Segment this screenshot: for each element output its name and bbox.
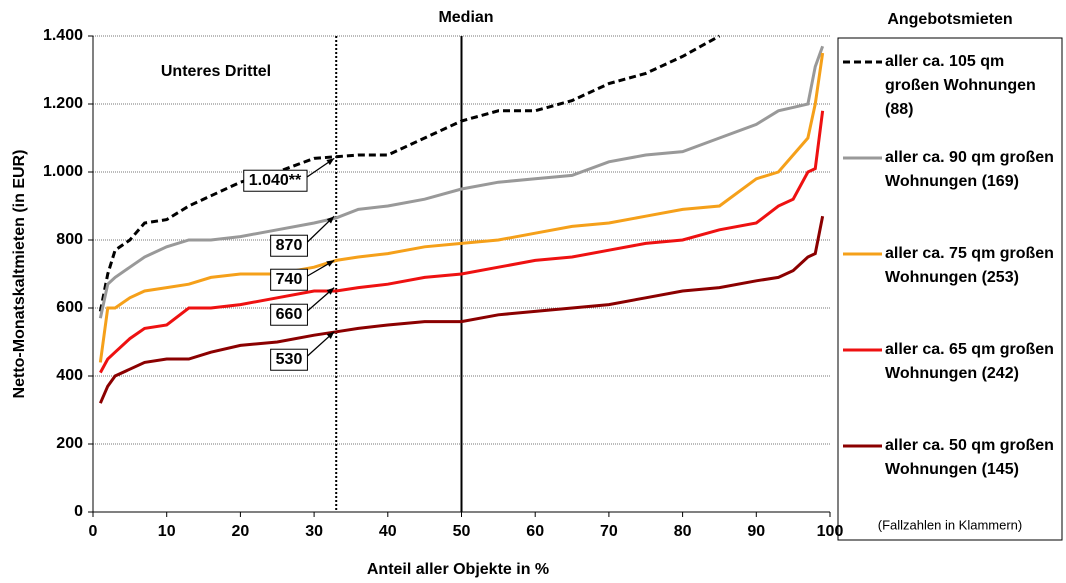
- series-line: [98, 215, 825, 404]
- legend-title: Angebotsmieten: [887, 11, 1012, 28]
- y-tick-label: 600: [56, 299, 83, 316]
- x-tick-label: 50: [453, 523, 471, 540]
- y-tick-label: 200: [56, 435, 83, 452]
- y-tick-label: 400: [56, 367, 83, 384]
- x-tick-label: 0: [89, 523, 98, 540]
- x-tick-label: 40: [379, 523, 397, 540]
- x-tick-label: 10: [158, 523, 176, 540]
- series-line: [98, 34, 721, 312]
- annotation-label: 530: [276, 351, 303, 368]
- series-line: [98, 52, 825, 363]
- x-tick-label: 80: [674, 523, 692, 540]
- x-axis-label: Anteil aller Objekte in %: [367, 561, 549, 578]
- y-tick-label: 800: [56, 231, 83, 248]
- y-tick-label: 1.400: [43, 27, 83, 44]
- annotation-box: [270, 234, 308, 257]
- series-line: [99, 110, 825, 374]
- arrow-head: [326, 287, 335, 295]
- arrow-head: [326, 260, 335, 267]
- annotation-label: 1.040**: [249, 172, 302, 189]
- legend-label: aller ca. 90 qm großen Wohnungen (169): [885, 149, 1054, 190]
- legend-label: aller ca. 105 qm großen Wohnungen (88): [885, 53, 1036, 118]
- y-tick-label: 1.200: [43, 95, 83, 112]
- arrow-head: [326, 331, 335, 340]
- median-label: Median: [438, 9, 493, 26]
- annotation-box: [243, 169, 308, 192]
- legend-label: aller ca. 65 qm großen Wohnungen (242): [885, 341, 1054, 382]
- annotation-box: [270, 348, 308, 371]
- x-tick-label: 20: [232, 523, 250, 540]
- x-tick-label: 90: [747, 523, 765, 540]
- y-axis-label: Netto-Monatskaltmieten (in EUR): [11, 150, 28, 399]
- footnote: (Fallzahlen in Klammern): [878, 517, 1023, 532]
- y-tick-label: 0: [74, 503, 83, 520]
- annotation-label: 660: [276, 306, 303, 323]
- series-line: [98, 45, 825, 319]
- annotation-label: 870: [276, 237, 303, 254]
- arrow-head: [326, 216, 335, 224]
- annotation-label: 740: [276, 271, 303, 288]
- x-tick-label: 30: [305, 523, 323, 540]
- annotation-box: [270, 268, 308, 291]
- x-tick-label: 100: [817, 523, 844, 540]
- x-tick-label: 60: [526, 523, 544, 540]
- y-tick-label: 1.000: [43, 163, 83, 180]
- legend-label: aller ca. 50 qm großen Wohnungen (145): [885, 437, 1054, 478]
- legend-label: aller ca. 75 qm großen Wohnungen (253): [885, 245, 1054, 286]
- arrow-head: [326, 158, 335, 166]
- x-tick-label: 70: [600, 523, 618, 540]
- subtitle: Unteres Drittel: [161, 63, 271, 80]
- legend-box: [837, 37, 1063, 541]
- annotation-box: [270, 303, 308, 326]
